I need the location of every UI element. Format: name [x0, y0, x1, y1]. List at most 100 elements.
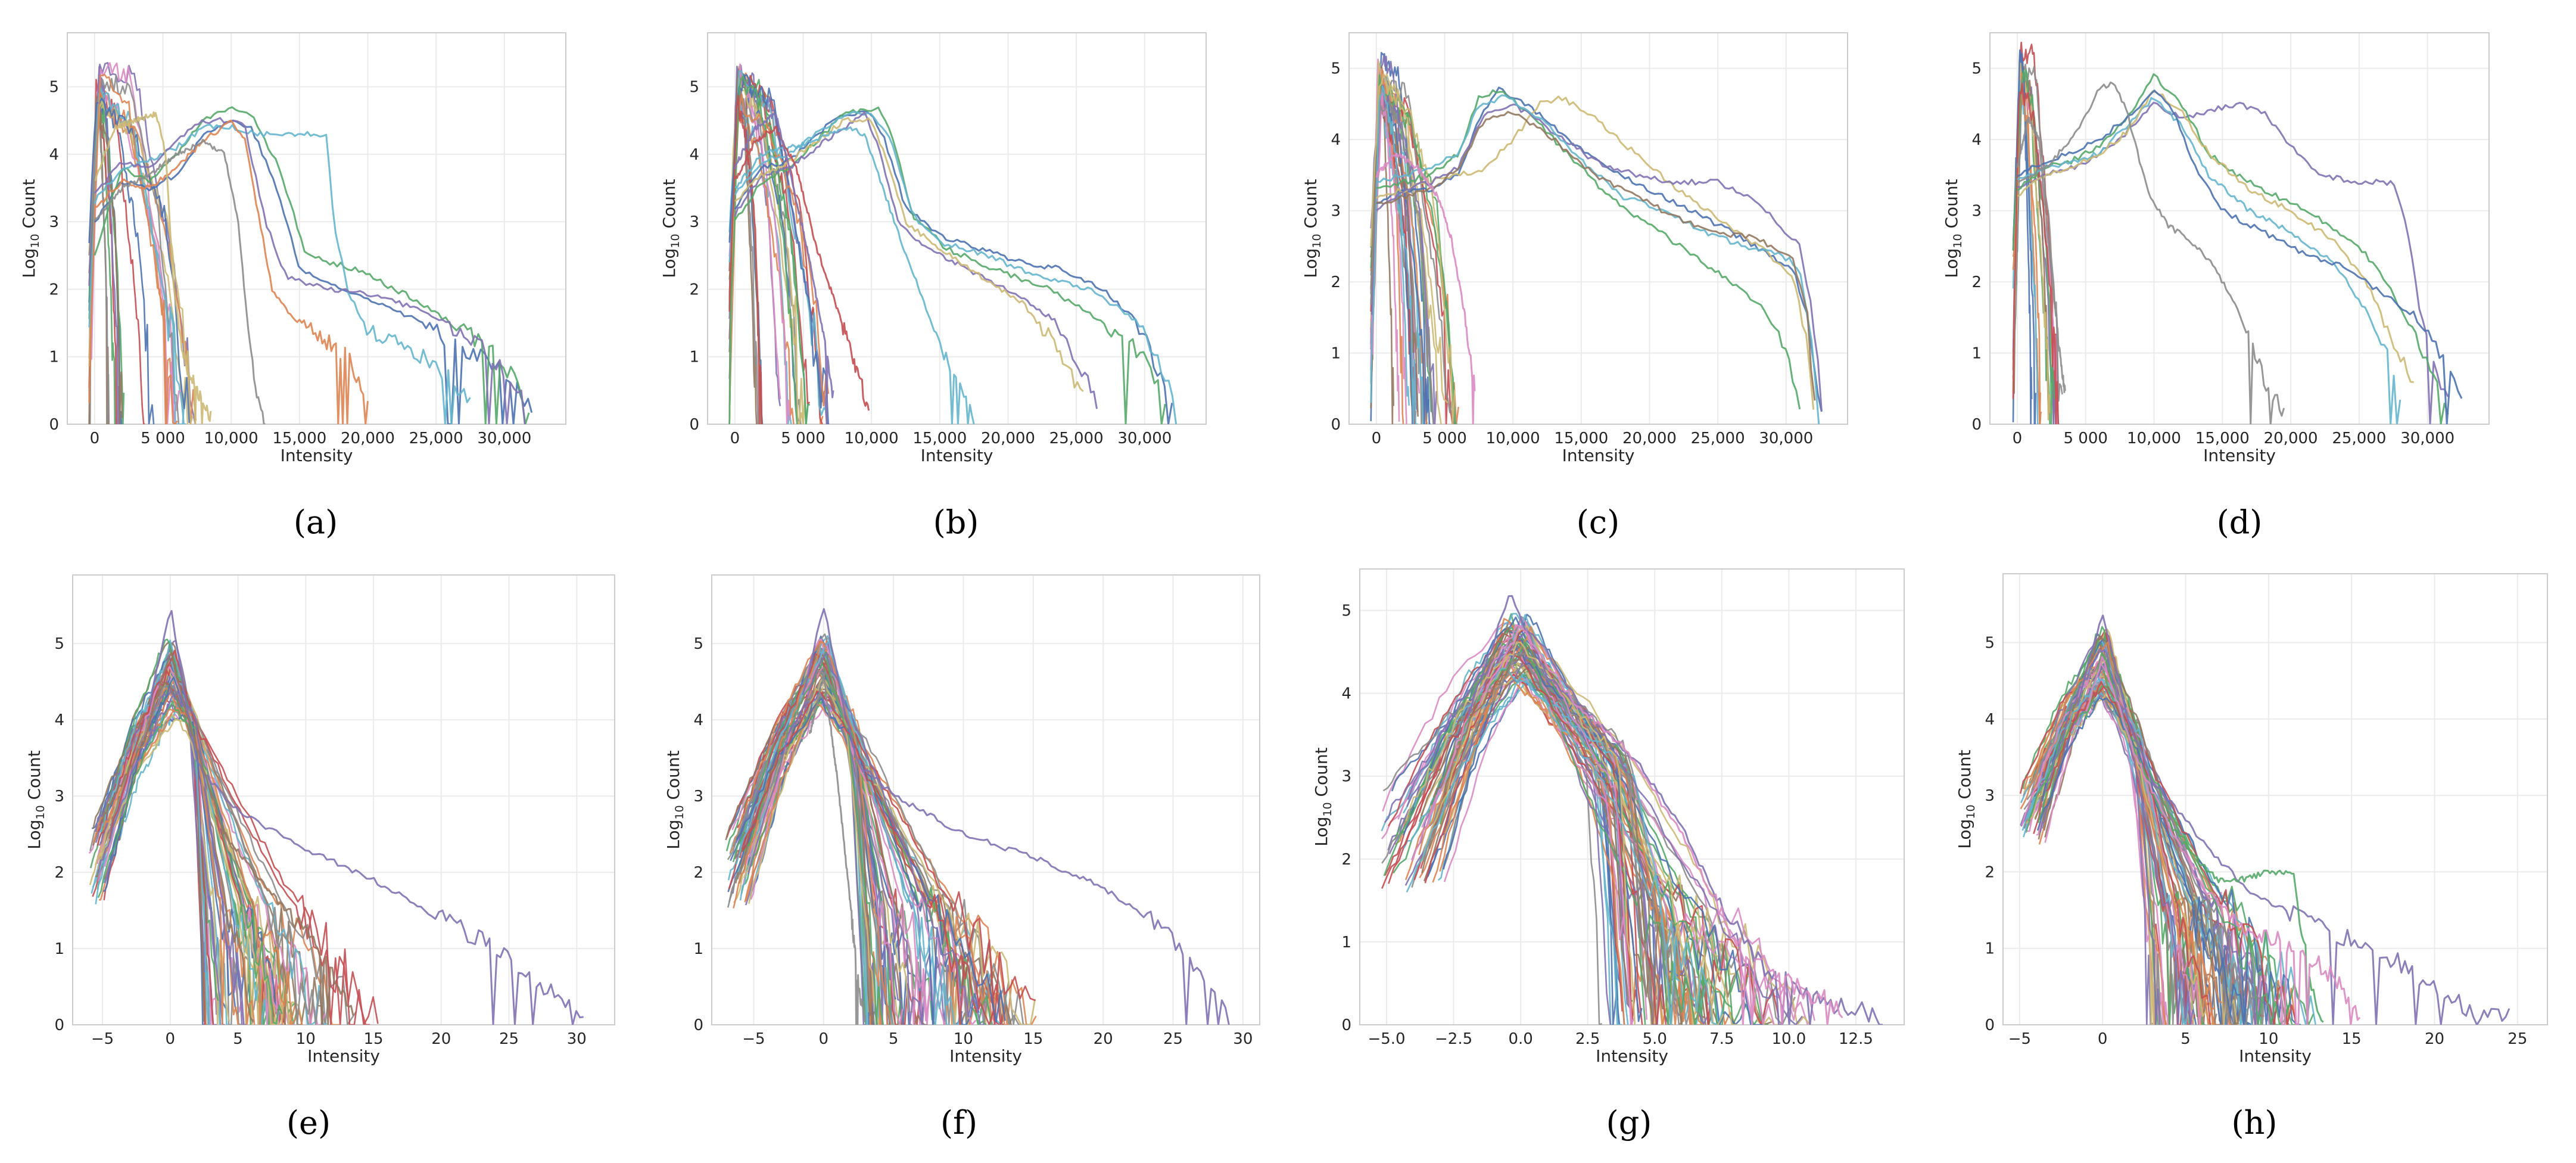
y-tick-label: 5 — [54, 635, 64, 653]
panel-caption: (b) — [933, 503, 979, 541]
y-axis-label: Log10 Count — [659, 179, 682, 278]
series-line-s7 — [2016, 116, 2066, 393]
panel-d: 0 5 000 10,000 15,000 20,000 25,000 30,000 0 1 2 3… — [1942, 32, 2490, 465]
x-tick-label: −5 — [742, 1030, 765, 1048]
x-tick-label: 30 — [567, 1030, 587, 1048]
series-line-s5 — [2017, 89, 2463, 424]
y-tick-label: 1 — [49, 349, 59, 366]
y-tick-label: 3 — [1341, 768, 1351, 786]
plot-frame — [707, 32, 1207, 425]
series-line-s6 — [734, 126, 975, 424]
x-tick-label: 15 — [2342, 1030, 2362, 1048]
x-tick-label: 5 000 — [2063, 430, 2107, 447]
series-line-s4 — [2017, 90, 2414, 383]
series-line — [1406, 679, 1718, 1025]
series-line-s6 — [1376, 111, 1816, 401]
series-line — [728, 76, 798, 424]
y-axis-label: Log10 Count — [1955, 750, 1977, 848]
series-line-s3 — [734, 111, 1178, 424]
x-axis-label: Intensity — [1562, 446, 1635, 465]
y-tick-label: 3 — [49, 213, 59, 231]
series-line-s6 — [2017, 81, 2285, 424]
panel-c: 0 5 000 10,000 15,000 20,000 25,000 30,000 0 1 2 3… — [1301, 32, 1848, 465]
y-tick-label: 5 — [1985, 634, 1995, 652]
x-tick-label: 0.0 — [1508, 1030, 1532, 1048]
y-tick-label: 2 — [693, 864, 703, 882]
y-tick-label: 3 — [1985, 787, 1995, 805]
x-tick-label: 15 — [1023, 1030, 1043, 1048]
plot-area — [1381, 595, 1883, 1025]
x-tick-label: 5 — [889, 1030, 899, 1048]
series-line — [1382, 663, 1647, 998]
series-line-s1 — [734, 110, 1173, 424]
x-axis-label: Intensity — [2203, 446, 2276, 465]
series-line-s1 — [802, 608, 1230, 1025]
x-tick-label: 30,000 — [1759, 430, 1813, 447]
y-tick-label: 1 — [1985, 940, 1995, 958]
panel-caption: (e) — [286, 1104, 331, 1142]
series-line-s1 — [149, 610, 584, 1025]
series-line-s2 — [1479, 625, 1843, 1025]
x-tick-label: 20,000 — [2264, 430, 2318, 447]
y-tick-label: 5 — [1971, 60, 1982, 78]
y-tick-label: 1 — [693, 940, 703, 958]
series-line — [2036, 697, 2245, 1025]
y-tick-label: 3 — [54, 788, 64, 806]
y-tick-label: 5 — [49, 79, 59, 97]
y-tick-label: 2 — [54, 864, 64, 882]
x-tick-label: 30,000 — [477, 430, 531, 447]
series-line — [97, 682, 273, 1025]
series-line-s3 — [94, 124, 471, 424]
x-tick-label: 2.5 — [1575, 1030, 1600, 1048]
series-line-s2 — [2017, 73, 2449, 424]
x-tick-label: 20 — [1094, 1030, 1113, 1048]
x-tick-label: 30,000 — [2400, 430, 2454, 447]
series-line — [1370, 85, 1418, 424]
series-line-s2 — [734, 106, 1166, 424]
plot-area — [728, 63, 1178, 424]
x-tick-label: −5 — [91, 1030, 114, 1048]
x-tick-label: −5.0 — [1368, 1030, 1405, 1048]
x-tick-label: 30 — [1233, 1030, 1253, 1048]
series-line-s7 — [1375, 153, 1476, 424]
series-line-s6 — [94, 138, 266, 424]
panel-caption: (g) — [1606, 1104, 1652, 1142]
x-axis-label: Intensity — [307, 1046, 380, 1066]
y-tick-label: 0 — [1331, 416, 1341, 434]
y-tick-label: 3 — [689, 213, 699, 231]
panel-caption: (h) — [2232, 1104, 2278, 1142]
x-tick-label: 15,000 — [912, 430, 967, 447]
series-line — [1370, 73, 1456, 424]
series-line — [741, 691, 995, 1025]
x-tick-label: 10,000 — [1486, 430, 1540, 447]
series-line — [1413, 667, 1696, 1020]
x-tick-label: 5.0 — [1643, 1030, 1667, 1048]
y-axis-label: Log10 Count — [24, 750, 47, 849]
series-line — [728, 95, 763, 424]
x-tick-label: 15 — [364, 1030, 384, 1048]
x-tick-label: 20 — [2425, 1030, 2444, 1048]
series-line-s8 — [734, 113, 834, 424]
series-line-s4 — [94, 117, 526, 424]
series-line — [747, 652, 985, 1025]
y-tick-label: 5 — [1331, 60, 1341, 78]
series-line-s4 — [1376, 103, 1823, 411]
series-line — [748, 679, 1036, 1025]
series-line — [1407, 630, 1803, 1025]
x-axis-label: Intensity — [921, 446, 993, 465]
y-axis-label: Log10 Count — [1312, 747, 1334, 846]
plot-area — [88, 62, 533, 424]
x-axis-label: Intensity — [949, 1046, 1022, 1066]
y-tick-label: 0 — [689, 416, 699, 434]
y-tick-label: 3 — [1971, 203, 1982, 220]
x-tick-label: 10.0 — [1771, 1030, 1806, 1048]
y-tick-label: 0 — [1985, 1016, 1995, 1034]
x-tick-label: 0 — [166, 1030, 176, 1048]
plot-area — [725, 608, 1230, 1025]
x-tick-label: 25 — [1163, 1030, 1183, 1048]
series-line — [728, 94, 830, 407]
series-line — [2012, 82, 2060, 424]
series-line — [2027, 685, 2290, 1025]
panel-h: −5 0 5 10 15 20 25 0 1 2 3 4 5 Intensity Log10 Count — [1955, 573, 2548, 1066]
